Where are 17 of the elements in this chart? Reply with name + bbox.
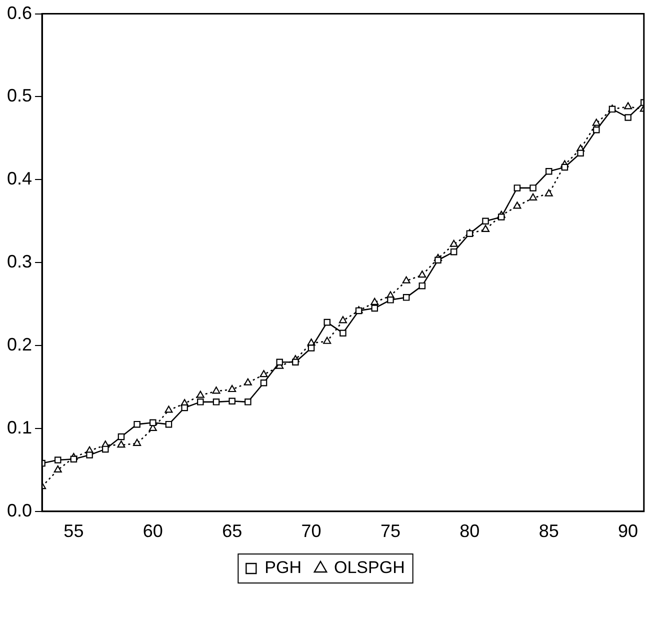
y-tick-label: 0.6 — [6, 2, 32, 23]
y-tick-label: 0.4 — [6, 168, 32, 189]
y-tick-label: 0.3 — [6, 252, 32, 272]
x-tick-label: 75 — [380, 521, 400, 542]
y-tick-label: 0.1 — [6, 417, 32, 438]
legend-label: OLSPGH — [334, 558, 405, 578]
x-tick-label: 55 — [64, 521, 84, 542]
x-tick-label: 90 — [618, 521, 638, 542]
legend-label: PGH — [264, 558, 302, 578]
x-tick-label: 70 — [301, 521, 322, 542]
x-tick-label: 60 — [142, 521, 163, 542]
x-tick-label: 80 — [460, 521, 480, 542]
x-tick-label: 65 — [222, 521, 242, 542]
y-tick-label: 0.2 — [6, 334, 32, 354]
y-tick-label: 0.0 — [6, 500, 32, 520]
x-tick-label: 85 — [538, 521, 559, 542]
y-tick-label: 0.5 — [6, 86, 32, 106]
